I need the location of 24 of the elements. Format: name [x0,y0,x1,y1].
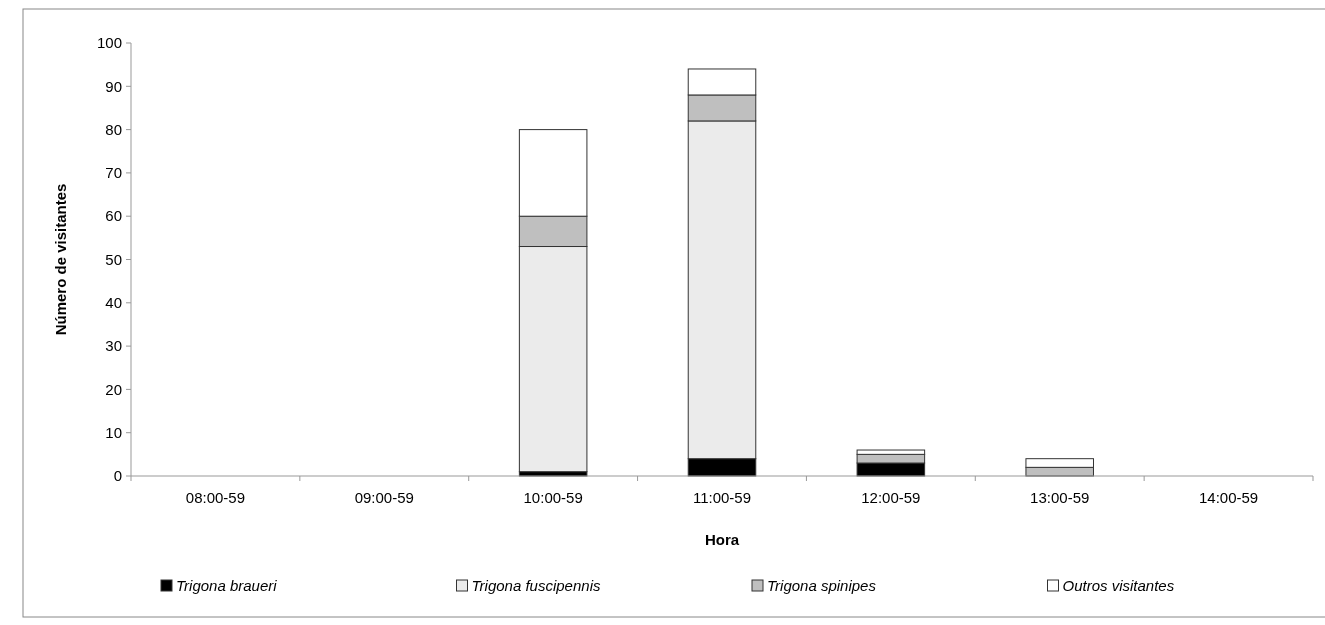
y-tick-label: 100 [96,34,122,52]
y-tick-label: 10 [105,423,122,441]
y-tick-label: 0 [113,467,122,485]
y-axis-title: Número de visitantes [52,183,69,336]
legend-label: Trigona spinipes [767,577,877,594]
x-tick-label: 08:00-59 [185,489,246,506]
y-tick-label: 80 [105,120,122,138]
y-tick-label: 50 [105,250,122,268]
x-tick-label: 12:00-59 [861,489,921,506]
y-tick-label: 20 [105,380,122,398]
x-tick-label: 10:00-59 [523,489,583,506]
y-tick-label: 90 [105,77,122,95]
y-tick-label: 30 [105,337,122,355]
x-tick-label: 13:00-59 [1030,489,1090,506]
legend-label: Trigona braueri [176,577,278,594]
y-tick-label: 40 [105,294,122,312]
x-tick-label: 14:00-59 [1198,489,1259,506]
y-tick-label: 70 [105,164,122,182]
legend-label: Outros visitantes [1062,577,1175,594]
x-axis-title: Hora [704,531,740,548]
x-tick-label: 09:00-59 [354,489,414,506]
legend-label: Trigona fuscipennis [471,577,601,594]
y-tick-label: 60 [105,207,122,225]
x-tick-label: 11:00-59 [692,489,752,506]
